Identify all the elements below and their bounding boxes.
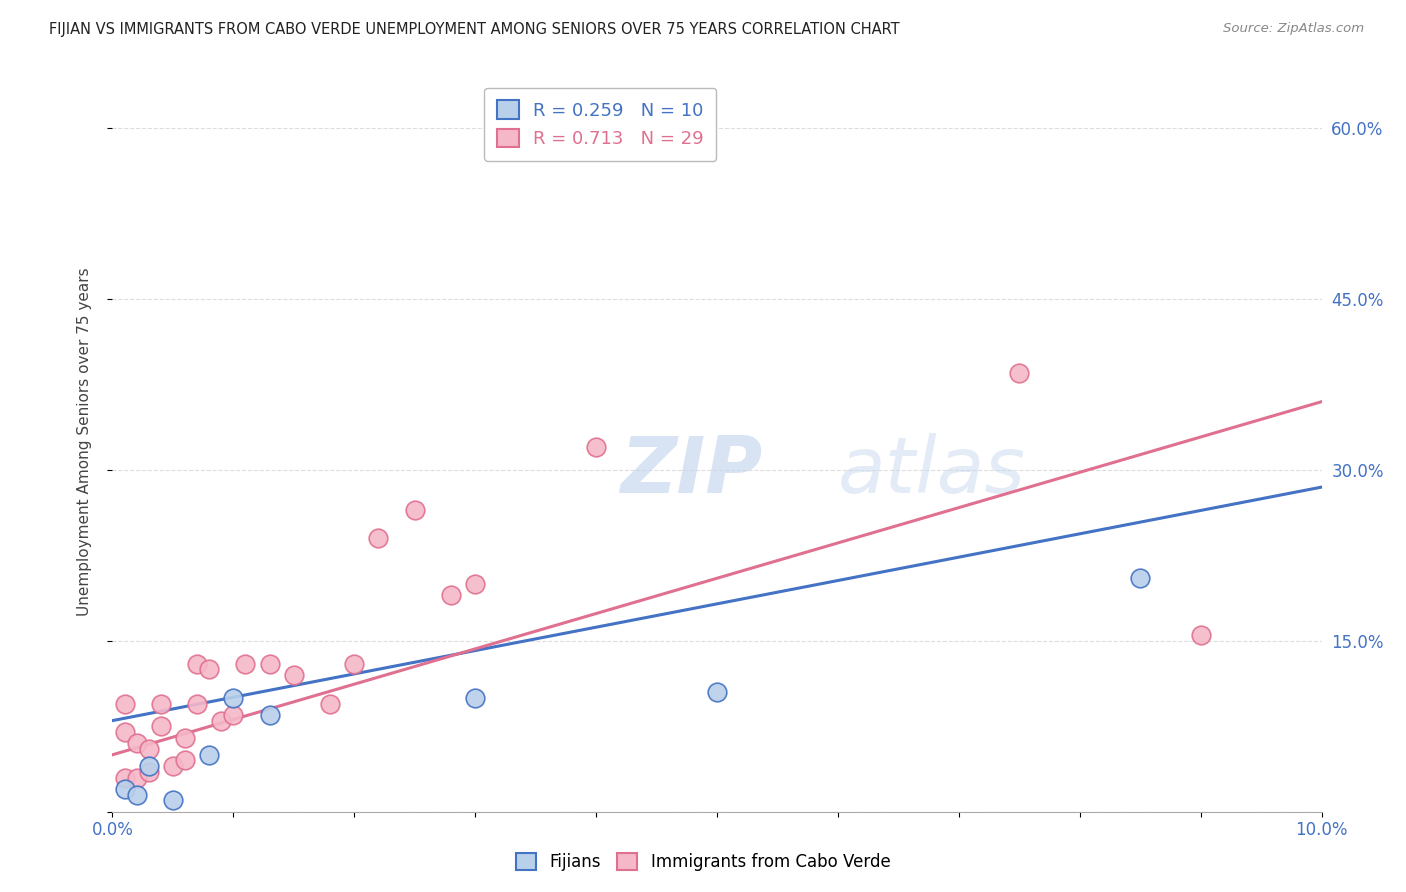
Legend: R = 0.259   N = 10, R = 0.713   N = 29: R = 0.259 N = 10, R = 0.713 N = 29 xyxy=(484,87,716,161)
Point xyxy=(138,742,160,756)
Point xyxy=(283,668,305,682)
Point xyxy=(464,577,486,591)
Point xyxy=(319,697,342,711)
Point xyxy=(1189,628,1212,642)
Point xyxy=(259,707,281,722)
Point xyxy=(585,440,607,454)
Point xyxy=(464,690,486,705)
Point xyxy=(404,503,426,517)
Text: ZIP: ZIP xyxy=(620,434,762,509)
Point xyxy=(222,690,245,705)
Point xyxy=(235,657,257,671)
Point xyxy=(114,771,136,785)
Point xyxy=(222,707,245,722)
Point xyxy=(209,714,232,728)
Point xyxy=(259,657,281,671)
Point xyxy=(138,764,160,779)
Point xyxy=(174,731,197,745)
Point xyxy=(125,771,148,785)
Point xyxy=(706,685,728,699)
Point xyxy=(367,532,389,546)
Point xyxy=(186,657,208,671)
Text: atlas: atlas xyxy=(838,434,1026,509)
Point xyxy=(125,736,148,750)
Point xyxy=(1129,571,1152,585)
Point xyxy=(149,719,172,733)
Point xyxy=(186,697,208,711)
Point xyxy=(198,747,221,762)
Y-axis label: Unemployment Among Seniors over 75 years: Unemployment Among Seniors over 75 years xyxy=(77,268,91,615)
Legend: Fijians, Immigrants from Cabo Verde: Fijians, Immigrants from Cabo Verde xyxy=(508,845,898,880)
Point xyxy=(149,697,172,711)
Point xyxy=(1008,366,1031,380)
Point xyxy=(162,793,184,807)
Point xyxy=(138,759,160,773)
Text: Source: ZipAtlas.com: Source: ZipAtlas.com xyxy=(1223,22,1364,36)
Point xyxy=(198,662,221,676)
Point xyxy=(125,788,148,802)
Point xyxy=(114,781,136,796)
Text: FIJIAN VS IMMIGRANTS FROM CABO VERDE UNEMPLOYMENT AMONG SENIORS OVER 75 YEARS CO: FIJIAN VS IMMIGRANTS FROM CABO VERDE UNE… xyxy=(49,22,900,37)
Point xyxy=(114,697,136,711)
Point xyxy=(343,657,366,671)
Point xyxy=(162,759,184,773)
Point xyxy=(440,588,463,602)
Point xyxy=(174,754,197,768)
Point xyxy=(114,725,136,739)
